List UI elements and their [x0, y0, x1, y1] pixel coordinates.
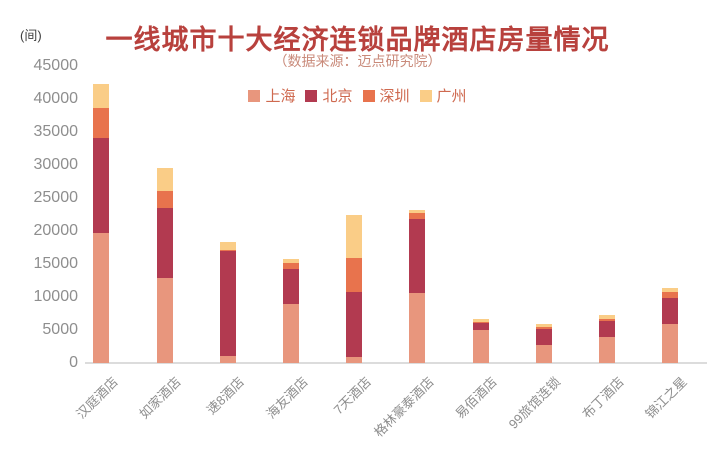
bar-segment-广州[interactable]: [282, 259, 299, 264]
bar-segment-广州[interactable]: [346, 214, 363, 259]
bar-segment-广州[interactable]: [156, 167, 173, 192]
legend-item-深圳[interactable]: 深圳: [362, 85, 410, 106]
bar-如家酒店[interactable]: [156, 167, 173, 363]
bar-segment-深圳[interactable]: [598, 319, 615, 322]
y-tick-label: 5000: [42, 321, 78, 338]
bar-segment-广州[interactable]: [409, 209, 426, 214]
bar-segment-北京[interactable]: [409, 219, 426, 294]
bar-segment-上海[interactable]: [409, 293, 426, 363]
bar-segment-北京[interactable]: [598, 321, 615, 337]
bar-segment-北京[interactable]: [346, 291, 363, 358]
bar-segment-广州[interactable]: [472, 318, 489, 322]
legend-item-北京[interactable]: 北京: [305, 85, 353, 106]
bar-布丁酒店[interactable]: [598, 314, 615, 363]
bar-segment-广州[interactable]: [535, 324, 552, 328]
y-tick-label: 15000: [33, 255, 79, 272]
bar-99旅馆连锁[interactable]: [535, 324, 552, 363]
y-tick-label: 30000: [33, 156, 79, 173]
bar-segment-上海[interactable]: [535, 345, 552, 363]
legend-swatch-icon: [362, 89, 375, 102]
bar-segment-上海[interactable]: [598, 336, 615, 363]
bar-易佰酒店[interactable]: [472, 318, 489, 363]
bar-segment-上海[interactable]: [219, 355, 236, 363]
chart-subtitle: （数据来源：迈点研究院）: [273, 55, 442, 70]
bar-segment-北京[interactable]: [219, 250, 236, 356]
bar-segment-广州[interactable]: [662, 288, 679, 293]
bar-segment-深圳[interactable]: [219, 250, 236, 251]
legend-label: 深圳: [379, 89, 410, 105]
bar-汉庭酒店[interactable]: [93, 84, 110, 363]
bar-segment-广州[interactable]: [219, 242, 236, 251]
bar-segment-深圳[interactable]: [535, 327, 552, 330]
y-tick-label: 45000: [33, 57, 79, 74]
legend-item-上海[interactable]: 上海: [248, 85, 295, 106]
x-axis-label: 格林豪泰酒店: [371, 374, 438, 440]
y-tick-label: 20000: [33, 222, 79, 239]
x-axis-line: [85, 362, 707, 364]
x-axis-label: 锦江之星: [642, 374, 690, 422]
x-axis-label: 速8酒店: [204, 374, 248, 418]
y-tick-label: 0: [69, 354, 78, 371]
bar-7天酒店[interactable]: [346, 214, 363, 364]
x-axis-label: 易佰酒店: [452, 374, 501, 422]
x-axis-label: 汉庭酒店: [73, 374, 122, 422]
bar-segment-上海[interactable]: [282, 304, 299, 363]
bar-segment-北京[interactable]: [156, 207, 173, 279]
bar-锦江之星[interactable]: [662, 288, 679, 363]
x-axis-label: 如家酒店: [136, 374, 185, 422]
bar-segment-北京[interactable]: [93, 137, 110, 233]
chart-title: 一线城市十大经济连锁品牌酒店房量情况: [105, 25, 610, 55]
bar-segment-深圳[interactable]: [472, 321, 489, 323]
bar-segment-深圳[interactable]: [409, 213, 426, 220]
bar-segment-北京[interactable]: [662, 297, 679, 325]
legend-swatch-icon: [305, 89, 318, 102]
bar-格林豪泰酒店[interactable]: [409, 209, 426, 363]
y-tick-label: 10000: [33, 288, 79, 305]
bar-segment-深圳[interactable]: [93, 107, 110, 138]
bar-segment-深圳[interactable]: [662, 292, 679, 298]
bar-segment-上海[interactable]: [156, 278, 173, 363]
bar-segment-广州[interactable]: [598, 314, 615, 320]
bar-海友酒店[interactable]: [282, 259, 299, 363]
legend-swatch-icon: [419, 89, 432, 102]
bar-segment-北京[interactable]: [535, 329, 552, 346]
y-tick-label: 25000: [33, 189, 79, 206]
legend-label: 广州: [436, 89, 467, 105]
legend-swatch-icon: [248, 89, 261, 102]
bar-速8酒店[interactable]: [219, 242, 236, 363]
bar-segment-深圳[interactable]: [156, 191, 173, 208]
bar-segment-北京[interactable]: [472, 322, 489, 330]
bar-segment-上海[interactable]: [662, 324, 679, 363]
x-axis-label: 海友酒店: [263, 374, 311, 422]
bar-segment-上海[interactable]: [346, 357, 363, 363]
bar-segment-深圳[interactable]: [346, 258, 363, 292]
bar-segment-上海[interactable]: [472, 329, 489, 363]
legend-item-广州[interactable]: 广州: [419, 85, 467, 106]
x-axis-label: 99旅馆连锁: [505, 374, 564, 432]
legend-label: 上海: [265, 89, 296, 105]
x-axis-label: 7天酒店: [330, 374, 374, 418]
x-axis-label: 布丁酒店: [579, 374, 627, 422]
bar-segment-广州[interactable]: [93, 84, 110, 108]
bar-segment-深圳[interactable]: [282, 263, 299, 270]
legend-label: 北京: [322, 89, 353, 105]
y-tick-label: 35000: [33, 123, 79, 140]
bar-segment-上海[interactable]: [93, 232, 110, 363]
y-axis-unit-label: (间): [20, 28, 42, 43]
bar-segment-北京[interactable]: [282, 269, 299, 305]
legend: 上海 北京 深圳 广州: [0, 85, 715, 106]
y-tick-label: 40000: [33, 90, 79, 107]
